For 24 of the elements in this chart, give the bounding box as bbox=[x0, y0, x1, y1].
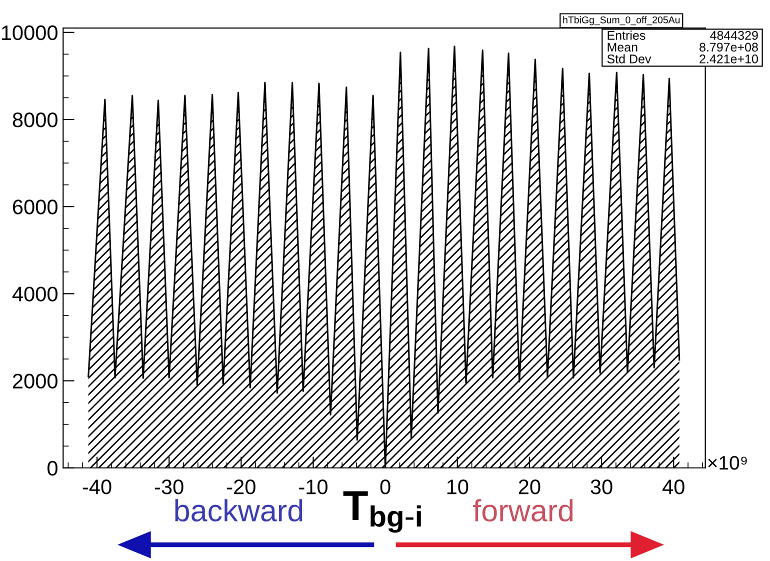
text: backward bbox=[175, 499, 302, 522]
text: forward bbox=[473, 499, 573, 522]
x-tick-label: 20 bbox=[518, 480, 540, 494]
x-tick-label: -40 bbox=[82, 480, 112, 494]
y-tick-label: 6000 bbox=[12, 200, 58, 214]
x-tick-label: -20 bbox=[227, 480, 256, 494]
y-tick-label: 0 bbox=[48, 460, 58, 476]
y-tick-label: 4000 bbox=[12, 286, 58, 302]
annotation: 2.421e+10 bbox=[700, 54, 758, 64]
x-tick-label: -10 bbox=[299, 480, 328, 494]
y-tick-label: 10000 bbox=[2, 25, 58, 40]
x-tick-label: 30 bbox=[590, 480, 612, 494]
y-tick-label: 8000 bbox=[12, 112, 58, 128]
x-tick-label: 10 bbox=[447, 480, 468, 494]
annotation: 8.797e+08 bbox=[700, 42, 758, 52]
y-tick-label: 2000 bbox=[12, 374, 58, 389]
text: 4844329 bbox=[710, 30, 758, 40]
text: ×10⁹ bbox=[708, 456, 747, 470]
x-tick-label: -30 bbox=[154, 480, 184, 494]
text: hTbiGg_Sum_0_off_205Au bbox=[563, 16, 680, 26]
annotation: Entries bbox=[608, 30, 646, 40]
x-tick-label: 40 bbox=[662, 480, 684, 494]
annotation: Mean bbox=[608, 42, 638, 52]
annotation: Std Dev bbox=[607, 54, 652, 64]
